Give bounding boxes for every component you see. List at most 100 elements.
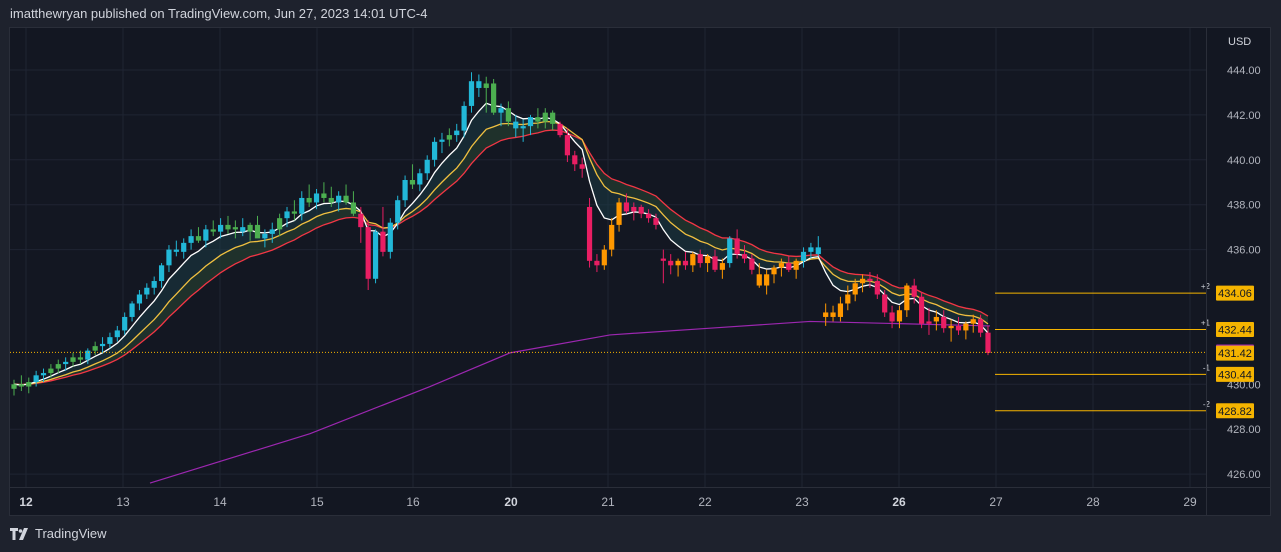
candle-body[interactable] [313, 193, 320, 203]
candle-body[interactable] [254, 224, 261, 239]
candle-body[interactable] [210, 229, 216, 232]
candle-body[interactable] [963, 323, 969, 331]
candle-body[interactable] [941, 316, 947, 329]
candle-body[interactable] [786, 263, 792, 270]
candle-body[interactable] [372, 231, 379, 279]
candle-body[interactable] [262, 233, 268, 239]
candle-body[interactable] [107, 337, 113, 344]
candle-body[interactable] [40, 373, 47, 376]
candle-body[interactable] [645, 213, 652, 219]
candle-body[interactable] [564, 135, 571, 156]
candle-body[interactable] [756, 274, 762, 286]
candle-body[interactable] [431, 141, 438, 160]
candle-body[interactable] [682, 260, 689, 266]
candle-body[interactable] [284, 211, 290, 219]
candle-body[interactable] [343, 195, 349, 203]
candle-body[interactable] [491, 83, 497, 113]
candle-body[interactable] [815, 247, 821, 255]
candle-body[interactable] [203, 229, 209, 241]
candle-body[interactable] [129, 303, 135, 317]
candle-body[interactable] [778, 263, 784, 268]
candle-body[interactable] [232, 227, 238, 230]
candle-body[interactable] [26, 382, 32, 387]
candle-body[interactable] [896, 310, 903, 322]
candle-body[interactable] [830, 312, 836, 317]
candle-body[interactable] [764, 274, 770, 286]
candle-body[interactable] [668, 260, 674, 266]
candle-body[interactable] [631, 206, 637, 212]
candle-body[interactable] [92, 346, 98, 351]
candle-body[interactable] [542, 112, 548, 122]
candle-body[interactable] [240, 227, 246, 232]
candle-body[interactable] [985, 332, 991, 353]
candle-body[interactable] [225, 224, 231, 230]
candle-body[interactable] [918, 296, 925, 324]
candle-body[interactable] [498, 108, 504, 113]
chart-frame[interactable]: +2+1-1-2USD444.00442.00440.00438.00436.0… [9, 27, 1271, 516]
candle-body[interactable] [188, 236, 194, 243]
candle-body[interactable] [557, 123, 563, 136]
candle-body[interactable] [793, 260, 799, 270]
candle-body[interactable] [277, 218, 283, 230]
candle-body[interactable] [771, 267, 777, 275]
candle-body[interactable] [409, 180, 416, 185]
candle-body[interactable] [535, 117, 541, 122]
tradingview-brand[interactable]: TradingView [10, 526, 107, 541]
candle-body[interactable] [579, 164, 585, 169]
candle-body[interactable] [11, 384, 17, 389]
candle-body[interactable] [513, 121, 519, 129]
candle-body[interactable] [926, 321, 932, 324]
candle-body[interactable] [218, 224, 224, 232]
candle-body[interactable] [572, 155, 578, 165]
candle-body[interactable] [601, 249, 607, 266]
candle-body[interactable] [638, 206, 644, 214]
candle-body[interactable] [195, 236, 202, 241]
candle-body[interactable] [978, 319, 984, 333]
candle-body[interactable] [336, 195, 342, 203]
candle-body[interactable] [727, 238, 733, 264]
candle-body[interactable] [144, 287, 150, 295]
candle-body[interactable] [85, 350, 91, 360]
candle-body[interactable] [468, 81, 475, 106]
candle-body[interactable] [749, 258, 755, 270]
candle-body[interactable] [823, 312, 829, 317]
candle-body[interactable] [181, 242, 187, 252]
candle-body[interactable] [594, 260, 600, 266]
candle-body[interactable] [387, 222, 393, 252]
candle-body[interactable] [653, 218, 659, 225]
candle-body[interactable] [476, 81, 482, 88]
candle-body[interactable] [660, 258, 666, 261]
candle-body[interactable] [527, 117, 534, 127]
candle-body[interactable] [439, 139, 445, 142]
candle-body[interactable] [269, 229, 275, 234]
candle-body[interactable] [158, 265, 165, 282]
candle-body[interactable] [402, 180, 408, 201]
candle-body[interactable] [859, 278, 866, 284]
candle-body[interactable] [122, 316, 128, 331]
candle-body[interactable] [136, 294, 143, 304]
candle-body[interactable] [586, 206, 593, 261]
candle-body[interactable] [306, 197, 312, 203]
candle-body[interactable] [970, 319, 976, 324]
candle-body[interactable] [948, 325, 954, 329]
price-chart[interactable]: +2+1-1-2USD444.00442.00440.00438.00436.0… [10, 28, 1270, 515]
candle-body[interactable] [697, 254, 703, 264]
candle-body[interactable] [889, 312, 895, 322]
candle-body[interactable] [48, 368, 54, 374]
candle-body[interactable] [483, 83, 489, 88]
candle-body[interactable] [734, 238, 740, 255]
candle-body[interactable] [719, 263, 725, 270]
candle-body[interactable] [321, 193, 327, 198]
candle-body[interactable] [505, 108, 511, 122]
candle-body[interactable] [417, 173, 423, 185]
candle-body[interactable] [741, 254, 748, 259]
candle-body[interactable] [705, 256, 711, 264]
candle-body[interactable] [151, 281, 157, 288]
candle-body[interactable] [800, 251, 807, 261]
candle-body[interactable] [520, 126, 526, 129]
candle-body[interactable] [623, 202, 630, 212]
candle-body[interactable] [99, 343, 106, 347]
candle-body[interactable] [70, 357, 76, 362]
candle-body[interactable] [365, 227, 371, 279]
candle-body[interactable] [712, 256, 718, 270]
